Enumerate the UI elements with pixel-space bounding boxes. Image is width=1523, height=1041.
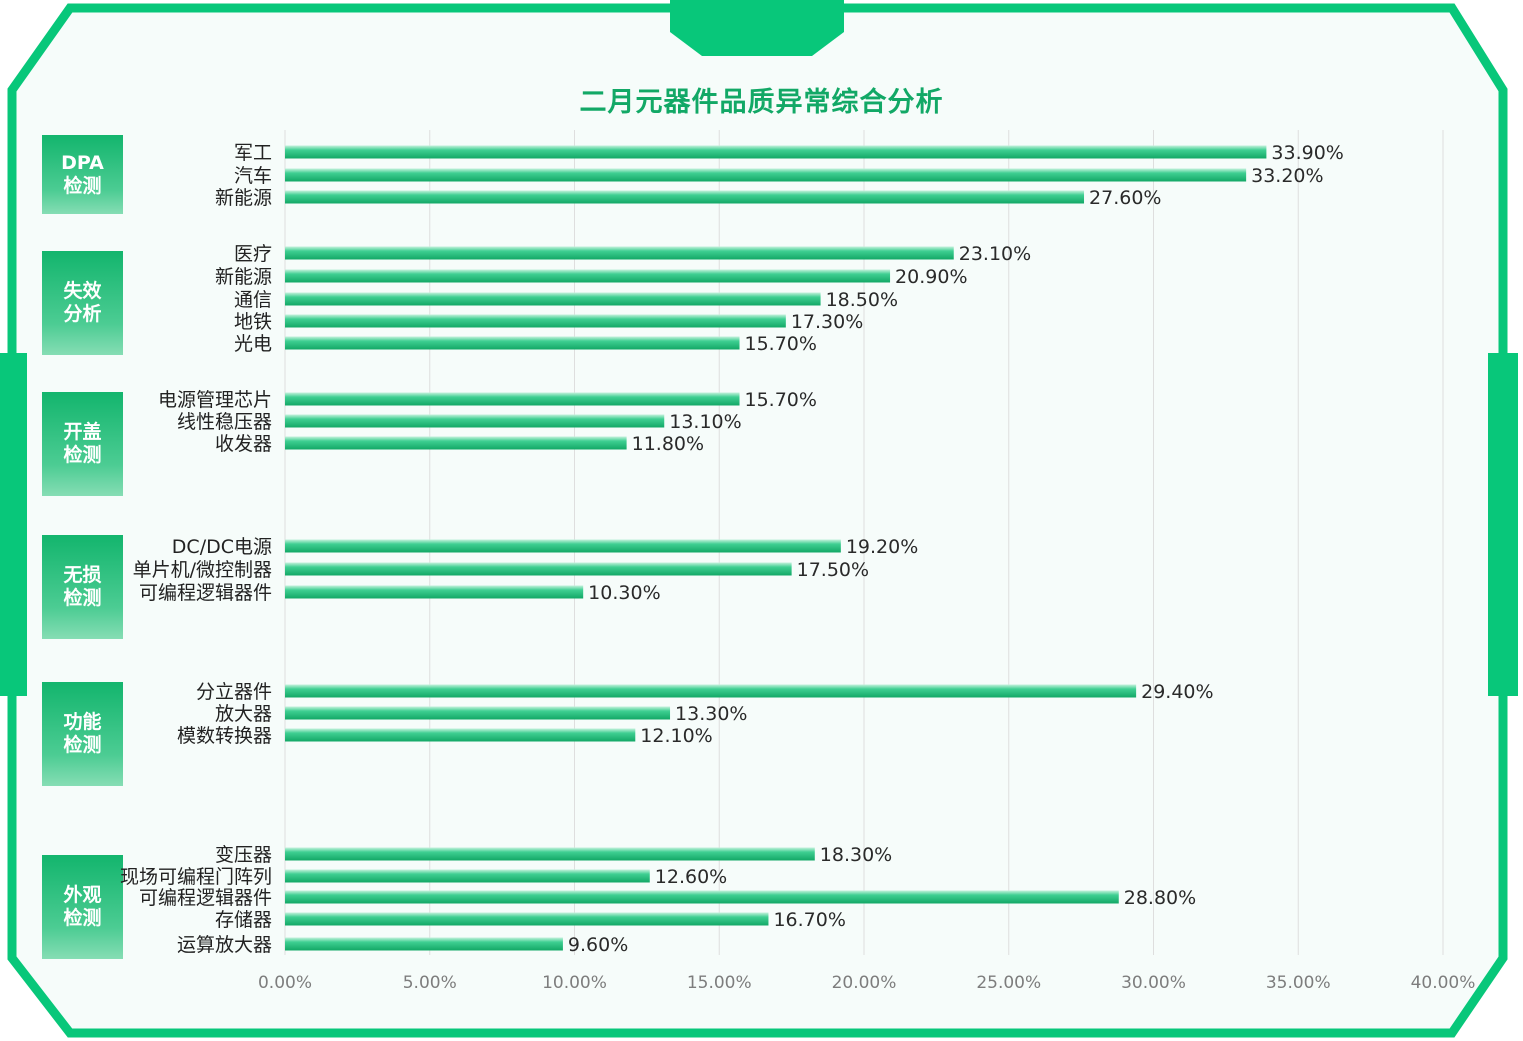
value-label: 15.70%	[745, 389, 817, 411]
group-badge-line: 检测	[63, 734, 102, 756]
x-tick-label: 5.00%	[403, 973, 457, 993]
bar	[285, 539, 841, 553]
left-side-ornament	[0, 353, 27, 696]
group-badge-line: 功能	[63, 711, 102, 733]
bar	[285, 292, 821, 306]
bar	[285, 869, 650, 883]
category-label: 存储器	[215, 909, 272, 931]
value-label: 17.50%	[797, 559, 869, 581]
group-badge-line: 检测	[63, 587, 102, 609]
category-label: 可编程逻辑器件	[139, 887, 272, 909]
category-label: 分立器件	[196, 681, 272, 703]
category-label: 运算放大器	[177, 934, 272, 956]
value-label: 18.30%	[820, 844, 892, 866]
category-label: 新能源	[215, 187, 272, 209]
group-badge-decap: 开盖 检测	[42, 392, 123, 496]
x-tick-label: 40.00%	[1411, 973, 1476, 993]
value-label: 28.80%	[1124, 887, 1196, 909]
bar	[285, 847, 815, 861]
category-label: 现场可编程门阵列	[120, 866, 272, 888]
bar	[285, 392, 740, 406]
category-label: 新能源	[215, 266, 272, 288]
category-label: 军工	[234, 142, 272, 164]
bar	[285, 168, 1247, 182]
category-label: 模数转换器	[177, 725, 272, 747]
value-label: 27.60%	[1089, 187, 1161, 209]
group-badge-failure-analysis: 失效 分析	[42, 251, 123, 355]
group-badge-nondestructive: 无损 检测	[42, 535, 123, 639]
bar	[285, 912, 769, 926]
group-badge-line: 无损	[63, 564, 102, 586]
group-badge-line: 失效	[63, 280, 102, 302]
group-badge-line: 检测	[63, 174, 102, 197]
group-badge-dpa: DPA 检测	[42, 135, 123, 214]
bar	[285, 937, 563, 951]
value-label: 13.10%	[669, 411, 741, 433]
category-label: 收发器	[215, 433, 272, 455]
value-label: 33.90%	[1271, 142, 1343, 164]
value-label: 12.10%	[640, 725, 712, 747]
group-badge-line: 检测	[63, 444, 102, 466]
x-tick-label: 30.00%	[1121, 973, 1186, 993]
bar	[285, 684, 1137, 698]
bar	[285, 890, 1119, 904]
right-side-ornament	[1488, 353, 1518, 696]
value-label: 16.70%	[773, 909, 845, 931]
category-label: 线性稳压器	[177, 411, 272, 433]
bar	[285, 145, 1267, 159]
top-tab-ornament	[670, 0, 844, 56]
category-label: 变压器	[215, 844, 272, 866]
chart-title: 二月元器件品质异常综合分析	[579, 87, 944, 118]
value-label: 33.20%	[1251, 165, 1323, 187]
category-label: 通信	[234, 289, 272, 311]
bar	[285, 436, 627, 450]
category-label: 光电	[234, 333, 272, 355]
bar	[285, 336, 740, 350]
bar	[285, 414, 665, 428]
category-label: 单片机/微控制器	[133, 559, 272, 581]
group-badge-line: 外观	[63, 884, 102, 906]
group-badge-visual: 外观 检测	[42, 855, 123, 959]
value-label: 12.60%	[655, 866, 727, 888]
bar	[285, 269, 891, 283]
category-label: 医疗	[234, 243, 272, 265]
category-label: 电源管理芯片	[158, 389, 272, 411]
value-label: 13.30%	[675, 703, 747, 725]
bar	[285, 728, 636, 742]
bar	[285, 314, 786, 328]
category-label: DC/DC电源	[172, 536, 272, 558]
group-badge-line: DPA	[61, 151, 104, 174]
group-badge-functional: 功能 检测	[42, 682, 123, 786]
x-tick-label: 35.00%	[1266, 973, 1331, 993]
x-tick-label: 15.00%	[687, 973, 752, 993]
category-label: 放大器	[215, 703, 272, 725]
group-badge-line: 检测	[63, 907, 102, 929]
value-label: 23.10%	[959, 243, 1031, 265]
x-tick-label: 0.00%	[258, 973, 312, 993]
value-label: 17.30%	[791, 311, 863, 333]
group-badge-line: 分析	[63, 303, 102, 325]
category-label: 可编程逻辑器件	[139, 582, 272, 604]
bar	[285, 246, 954, 260]
bar	[285, 562, 792, 576]
value-label: 19.20%	[846, 536, 918, 558]
value-label: 29.40%	[1141, 681, 1213, 703]
value-label: 15.70%	[745, 333, 817, 355]
category-label: 汽车	[234, 165, 272, 187]
category-label: 地铁	[234, 311, 272, 333]
x-tick-label: 10.00%	[542, 973, 607, 993]
value-label: 18.50%	[826, 289, 898, 311]
value-label: 9.60%	[568, 934, 628, 956]
bar	[285, 706, 671, 720]
value-label: 11.80%	[632, 433, 704, 455]
x-tick-label: 20.00%	[832, 973, 897, 993]
value-label: 10.30%	[588, 582, 660, 604]
bar	[285, 585, 584, 599]
value-label: 20.90%	[895, 266, 967, 288]
bar	[285, 190, 1085, 204]
group-badge-line: 开盖	[63, 421, 102, 443]
x-tick-label: 25.00%	[976, 973, 1041, 993]
